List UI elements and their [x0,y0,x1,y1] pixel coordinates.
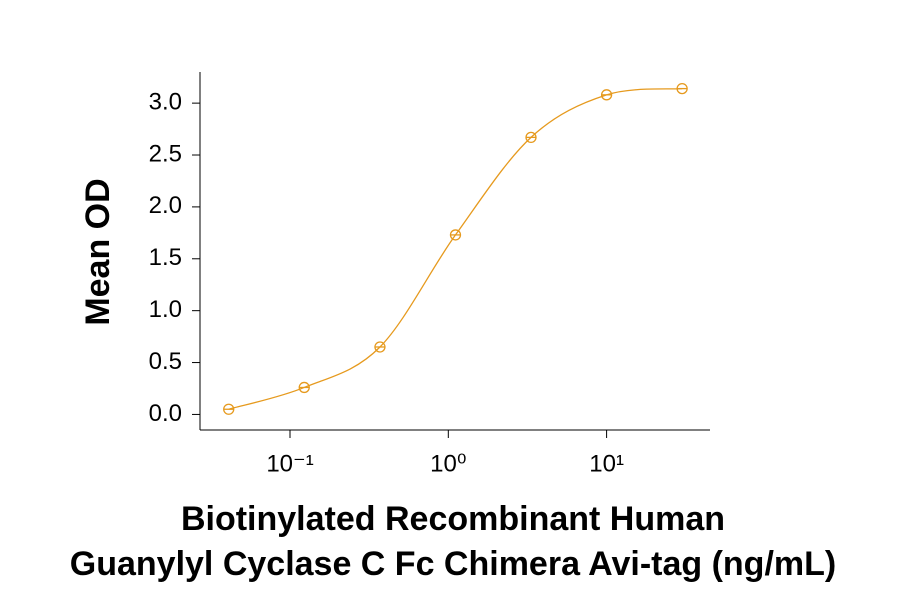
y-axis-title: Mean OD [79,178,117,325]
x-axis-title: Guanylyl Cyclase C Fc Chimera Avi-tag (n… [70,545,836,583]
y-tick-label: 1.5 [149,244,182,271]
y-tick-label: 3.0 [149,88,182,115]
fit-curve [228,87,683,410]
y-tick-label: 2.5 [149,140,182,167]
y-tick-label: 2.0 [149,192,182,219]
x-tick-label: 10¹ [589,450,624,477]
y-tick-label: 1.0 [149,296,182,323]
x-tick-label: 10⁻¹ [266,450,313,477]
y-tick-label: 0.0 [149,400,182,427]
x-tick-label: 10⁰ [430,450,466,477]
x-axis-title: Biotinylated Recombinant Human [181,500,725,538]
y-tick-label: 0.5 [149,348,182,375]
